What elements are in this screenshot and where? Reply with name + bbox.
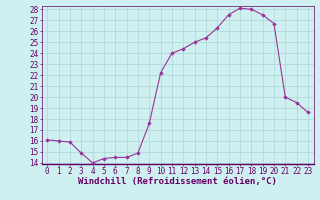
X-axis label: Windchill (Refroidissement éolien,°C): Windchill (Refroidissement éolien,°C) bbox=[78, 177, 277, 186]
